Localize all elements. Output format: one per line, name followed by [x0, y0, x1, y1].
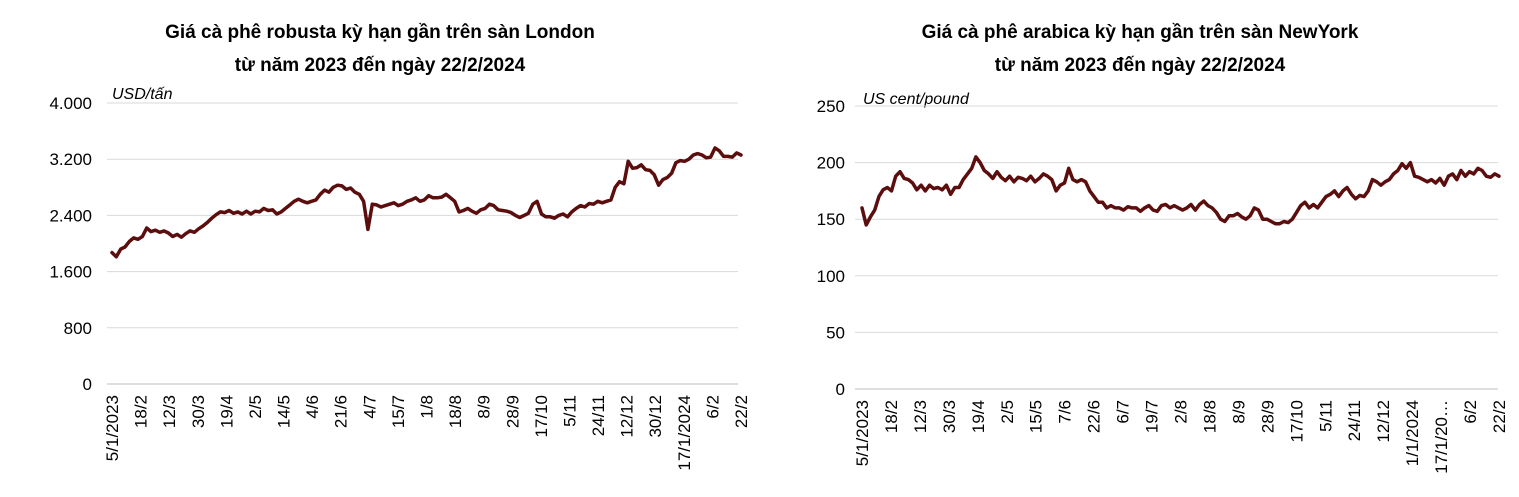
robusta-y-tick-label: 0	[83, 375, 92, 394]
robusta-x-tick-label: 12/3	[160, 395, 179, 428]
robusta-title-line2: từ năm 2023 đến ngày 22/2/2024	[235, 55, 526, 76]
robusta-x-tick-label: 30/12	[646, 395, 665, 438]
arabica-x-tick-label: 17/1/20…	[1432, 400, 1451, 474]
robusta-y-tick-label: 1.600	[49, 263, 92, 282]
robusta-x-tick-label: 5/1/2023	[103, 395, 122, 461]
arabica-x-tick-label: 6/7	[1114, 400, 1133, 424]
robusta-x-tick-label: 17/10	[532, 395, 551, 438]
arabica-x-tick-label: 18/2	[882, 400, 901, 433]
robusta-y-tick-label: 3.200	[49, 150, 92, 169]
robusta-x-tick-label: 1/8	[418, 395, 437, 419]
robusta-x-tick-label: 18/2	[132, 395, 151, 428]
robusta-x-tick-label: 28/9	[503, 395, 522, 428]
arabica-x-tick-label: 18/8	[1200, 400, 1219, 433]
robusta-x-tick-label: 15/7	[389, 395, 408, 428]
arabica-title-line1: Giá cà phê arabica kỳ hạn gần trên sàn N…	[922, 22, 1359, 43]
arabica-x-tick-label: 12/3	[911, 400, 930, 433]
arabica-x-tick-label: 8/9	[1229, 400, 1248, 424]
arabica-x-tick-label: 12/12	[1374, 400, 1393, 443]
robusta-x-tick-label: 19/4	[217, 395, 236, 428]
arabica-unit-label: US cent/pound	[863, 91, 970, 108]
arabica-x-tick-label: 28/9	[1258, 400, 1277, 433]
robusta-x-tick-label: 6/2	[703, 395, 722, 419]
robusta-x-tick-label: 22/2	[732, 395, 751, 428]
robusta-x-tick-label: 4/7	[360, 395, 379, 419]
robusta-x-tick-label: 14/5	[275, 395, 294, 428]
robusta-x-tick-label: 2/5	[246, 395, 265, 419]
arabica-x-tick-label: 17/10	[1287, 400, 1306, 443]
arabica-y-tick-label: 200	[817, 154, 845, 173]
arabica-x-tick-label: 2/8	[1172, 400, 1191, 424]
robusta-x-tick-label: 5/11	[560, 395, 579, 427]
arabica-x-tick-label: 19/4	[969, 400, 988, 433]
arabica-title-line2: từ năm 2023 đến ngày 22/2/2024	[995, 55, 1286, 76]
robusta-title-line1: Giá cà phê robusta kỳ hạn gần trên sàn L…	[165, 22, 595, 43]
arabica-x-tick-label: 24/11	[1345, 400, 1364, 441]
arabica-x-tick-label: 5/1/2023	[853, 400, 872, 466]
robusta-x-tick-label: 17/1/2024	[675, 395, 694, 471]
arabica-x-tick-label: 22/6	[1085, 400, 1104, 433]
robusta-y-tick-label: 2.400	[49, 206, 92, 225]
robusta-x-tick-label: 21/6	[332, 395, 351, 428]
arabica-x-tick-label: 1/1/2024	[1403, 400, 1422, 466]
robusta-unit-label: USD/tấn	[112, 86, 173, 103]
arabica-y-tick-label: 50	[826, 323, 845, 342]
robusta-y-tick-label: 800	[64, 319, 92, 338]
arabica-x-tick-label: 2/5	[998, 400, 1017, 424]
robusta-x-tick-label: 30/3	[189, 395, 208, 428]
robusta-x-tick-label: 8/9	[475, 395, 494, 419]
arabica-price-line	[860, 155, 1501, 227]
robusta-chart: Giá cà phê robusta kỳ hạn gần trên sàn L…	[49, 22, 751, 471]
robusta-x-tick-label: 4/6	[303, 395, 322, 419]
arabica-x-tick-label: 30/3	[940, 400, 959, 433]
arabica-y-tick-label: 250	[817, 97, 845, 116]
arabica-x-tick-label: 19/7	[1143, 400, 1162, 433]
arabica-chart: Giá cà phê arabica kỳ hạn gần trên sàn N…	[817, 22, 1509, 474]
arabica-y-tick-label: 150	[817, 210, 845, 229]
arabica-x-tick-label: 5/11	[1316, 400, 1335, 432]
robusta-y-tick-label: 4.000	[49, 94, 92, 113]
arabica-x-tick-label: 7/6	[1056, 400, 1075, 424]
arabica-x-tick-label: 15/5	[1027, 400, 1046, 433]
robusta-x-tick-label: 24/11	[589, 395, 608, 436]
robusta-price-line	[110, 146, 743, 259]
arabica-y-tick-label: 100	[817, 267, 845, 286]
robusta-x-tick-label: 12/12	[618, 395, 637, 438]
arabica-x-tick-label: 6/2	[1461, 400, 1480, 424]
robusta-x-tick-label: 18/8	[446, 395, 465, 428]
arabica-y-tick-label: 0	[836, 380, 845, 399]
arabica-x-tick-label: 22/2	[1490, 400, 1509, 433]
